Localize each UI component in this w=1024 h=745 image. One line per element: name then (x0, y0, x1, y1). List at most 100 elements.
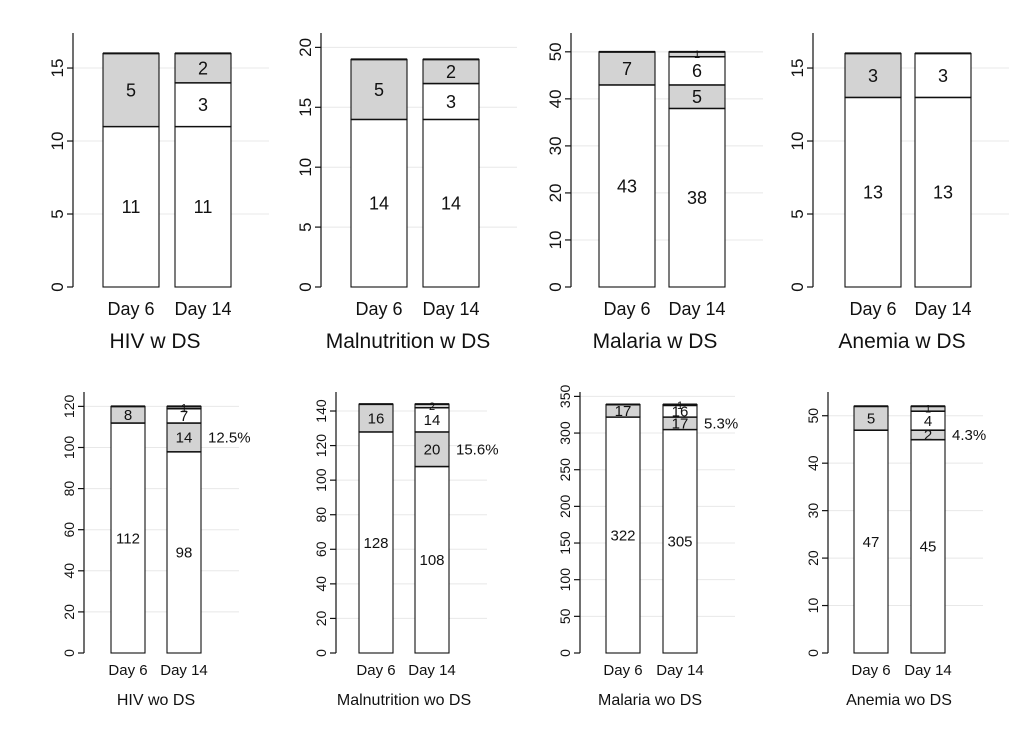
y-tick-label: 10 (788, 132, 807, 151)
y-tick-label: 40 (61, 563, 77, 579)
data-label: 2 (924, 427, 932, 444)
data-label: 14 (369, 194, 389, 214)
chart-panel: 0 20 40 60 80 100 120 112 8 Day 6 98 14 71 Day 14 12.5… (61, 392, 251, 709)
data-label: 47 (863, 534, 880, 551)
chart-panel: 0 5 10 15 20 14 5 Day 6 14 3 2 Day 14 Malnutrition w… (296, 33, 517, 353)
bar-segment (605, 416, 641, 654)
data-label: 5 (374, 80, 384, 100)
data-label: 17 (672, 416, 689, 433)
bar-segment (358, 431, 394, 654)
data-label: 98 (176, 545, 193, 562)
y-tick-label: 20 (61, 604, 77, 620)
data-label: 11 (122, 197, 141, 217)
data-label: 2 (429, 401, 435, 413)
data-label: 108 (419, 552, 444, 569)
y-tick-label: 200 (557, 494, 573, 518)
x-tick-label: Day 6 (107, 299, 154, 319)
chart-title: Malnutrition wo DS (337, 692, 471, 709)
bar-segment (414, 431, 450, 467)
y-tick-label: 5 (788, 209, 807, 218)
chart-title: Malaria wo DS (598, 692, 702, 709)
x-tick-label: Day 6 (356, 662, 395, 679)
y-tick-label: 120 (313, 434, 329, 458)
chart-title: HIV w DS (109, 330, 200, 353)
y-tick-label: 80 (313, 507, 329, 523)
data-label: 2 (198, 59, 208, 79)
y-tick-label: 10 (805, 598, 821, 614)
x-tick-label: Day 6 (355, 299, 402, 319)
x-tick-label: Day 6 (851, 662, 890, 679)
y-tick-label: 0 (61, 649, 77, 657)
data-label: 2 (446, 62, 456, 82)
data-label: 38 (687, 188, 707, 208)
bar-segment (174, 82, 232, 127)
data-label: 1 (925, 404, 931, 416)
percent-annotation: 12.5% (208, 430, 251, 447)
y-tick-label: 10 (546, 231, 565, 250)
y-tick-label: 0 (788, 282, 807, 291)
y-tick-label: 100 (557, 568, 573, 592)
bar-segment (598, 51, 656, 86)
x-tick-label: Day 14 (904, 662, 952, 679)
y-tick-label: 300 (557, 421, 573, 445)
bar-segment (414, 407, 450, 433)
bar-segment (844, 96, 902, 288)
y-tick-label: 150 (557, 531, 573, 555)
data-label: 4 (924, 413, 932, 430)
y-tick-label: 40 (546, 89, 565, 108)
y-tick-label: 15 (788, 59, 807, 78)
y-tick-label: 10 (296, 158, 315, 177)
bar-segment (110, 422, 146, 654)
data-label: 14 (424, 412, 441, 429)
y-tick-label: 350 (557, 385, 573, 409)
bar-segment (174, 52, 232, 84)
data-label: 305 (667, 534, 692, 551)
y-tick-label: 0 (48, 282, 67, 291)
chart-title: Malaria w DS (593, 330, 718, 353)
chart-panel: 0 5 10 15 11 5 Day 6 11 3 2 Day 14 HIV w DS (48, 33, 269, 353)
y-tick-label: 0 (805, 649, 821, 657)
bar-segment (853, 429, 889, 654)
data-label: 11 (194, 197, 213, 217)
data-label: 1 (694, 49, 700, 61)
bar-segment (910, 438, 946, 654)
data-label: 128 (363, 535, 388, 552)
y-tick-label: 50 (805, 408, 821, 424)
chart-title: Anemia wo DS (846, 692, 952, 709)
bar-segment (102, 125, 160, 288)
x-tick-label: Day 14 (668, 299, 725, 319)
y-tick-label: 30 (805, 503, 821, 519)
data-label: 13 (933, 183, 953, 203)
y-tick-label: 5 (296, 222, 315, 231)
y-tick-label: 50 (557, 608, 573, 624)
data-label: 3 (198, 95, 208, 115)
data-label: 112 (116, 530, 140, 547)
data-label: 7 (180, 408, 188, 425)
data-label: 17 (615, 403, 632, 420)
chart-panel: 0 10 20 30 40 50 43 7 Day 6 38 5 61 Day 14 Malaria w … (546, 33, 763, 353)
y-tick-label: 60 (61, 522, 77, 538)
y-tick-label: 120 (61, 394, 77, 418)
bar-segment (598, 84, 656, 288)
bar-segment (350, 58, 408, 120)
x-tick-label: Day 6 (108, 662, 147, 679)
x-tick-label: Day 14 (174, 299, 231, 319)
percent-annotation: 4.3% (952, 427, 986, 444)
x-tick-label: Day 6 (603, 662, 642, 679)
y-tick-label: 15 (48, 59, 67, 78)
y-tick-label: 20 (296, 38, 315, 57)
data-label: 16 (368, 410, 385, 427)
data-label: 45 (920, 539, 937, 556)
y-tick-label: 40 (313, 576, 329, 592)
bar-segment (668, 55, 726, 86)
y-tick-label: 100 (61, 436, 77, 460)
y-tick-label: 30 (546, 136, 565, 155)
data-label: 13 (863, 183, 883, 203)
data-label: 3 (446, 92, 456, 112)
bar-segment (166, 422, 202, 453)
y-tick-label: 5 (48, 209, 67, 218)
y-tick-label: 15 (296, 98, 315, 117)
data-label: 16 (672, 403, 689, 420)
